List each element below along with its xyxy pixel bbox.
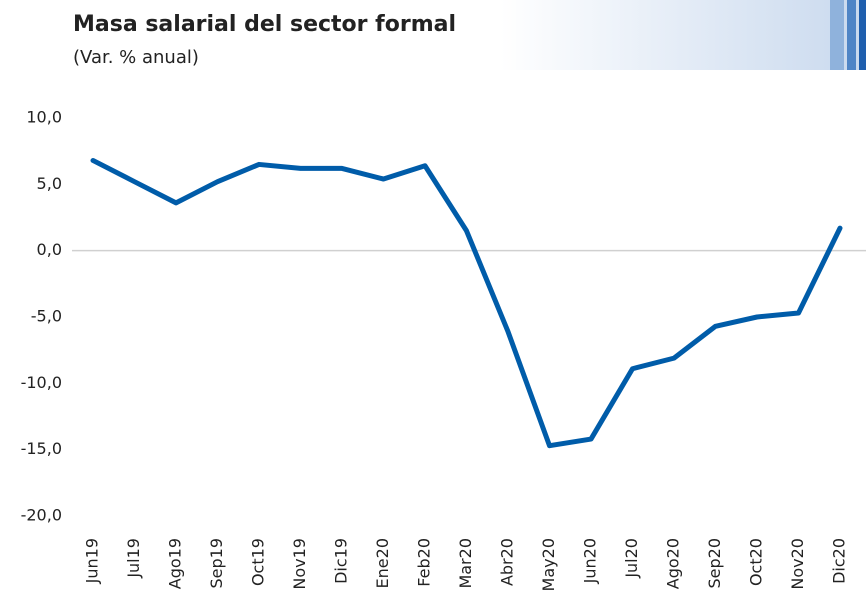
x-tick-label: Nov20 [788, 538, 807, 590]
y-tick-label: -10,0 [21, 373, 62, 392]
x-tick-label: Ago20 [664, 538, 683, 589]
header-decoration [500, 0, 866, 70]
x-tick-label: May20 [539, 538, 558, 591]
x-tick-label: Jul19 [124, 538, 143, 579]
y-tick-label: -15,0 [21, 439, 62, 458]
x-tick-label: Jul20 [622, 538, 641, 579]
x-tick-label: Abr20 [498, 538, 517, 586]
y-tick-label: 10,0 [26, 108, 62, 127]
header-bar [847, 0, 856, 70]
x-tick-label: Oct20 [747, 538, 766, 586]
x-tick-label: Sep19 [207, 538, 226, 589]
y-tick-label: -20,0 [21, 506, 62, 525]
x-tick-label: Nov19 [290, 538, 309, 590]
x-tick-label: Jun19 [83, 538, 102, 584]
x-tick-label: Dic20 [830, 538, 849, 584]
x-tick-label: Dic19 [332, 538, 351, 584]
header-bar [859, 0, 866, 70]
chart-subtitle: (Var. % anual) [73, 47, 199, 68]
y-tick-label: 5,0 [37, 174, 62, 193]
x-tick-label: Oct19 [249, 538, 268, 586]
x-tick-label: Ago19 [166, 538, 185, 589]
x-tick-label: Ene20 [373, 538, 392, 588]
y-tick-label: -5,0 [31, 307, 62, 326]
x-tick-label: Feb20 [415, 538, 434, 587]
header-bar [830, 0, 844, 70]
x-tick-label: Sep20 [705, 538, 724, 589]
chart-title: Masa salarial del sector formal [73, 12, 456, 37]
x-tick-label: Jun20 [581, 538, 600, 584]
y-tick-label: 0,0 [37, 240, 62, 259]
line [90, 157, 843, 449]
x-tick-label: Mar20 [456, 538, 475, 589]
